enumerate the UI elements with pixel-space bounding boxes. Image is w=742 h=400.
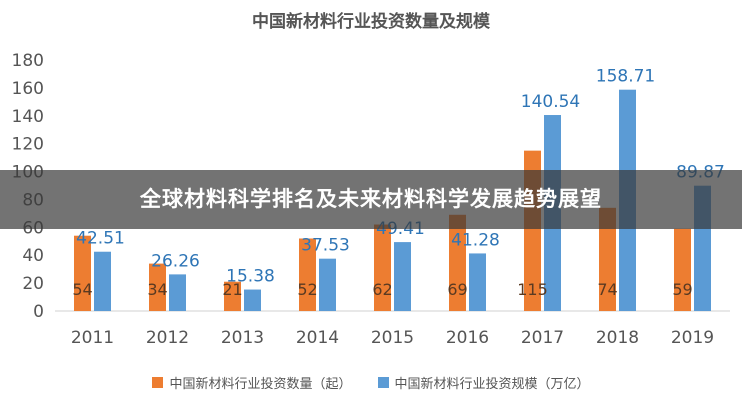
y-tick-label: 120 — [12, 135, 44, 155]
bar-count — [149, 263, 166, 311]
legend-item-scale: 中国新材料行业投资规模（万亿） — [377, 373, 590, 392]
y-tick-label: 180 — [12, 51, 44, 71]
x-tick-label: 2018 — [596, 328, 639, 348]
bar-count — [374, 224, 391, 311]
data-label-scale: 41.28 — [451, 230, 500, 250]
headline-banner: 全球材料科学排名及未来材料科学发展趋势展望 — [0, 170, 742, 229]
legend-swatch-scale — [377, 376, 389, 388]
data-label-count: 59 — [672, 280, 692, 299]
data-label-scale: 15.38 — [226, 267, 275, 287]
bar-count — [74, 235, 91, 311]
x-tick-label: 2016 — [446, 328, 489, 348]
data-label-count: 52 — [297, 280, 317, 299]
bar-scale — [94, 251, 111, 311]
data-label-count: 74 — [597, 280, 617, 299]
bar-scale — [319, 258, 336, 311]
chart-title: 中国新材料行业投资数量及规模 — [252, 12, 490, 32]
headline-text: 全球材料科学排名及未来材料科学发展趋势展望 — [140, 187, 602, 211]
x-tick-label: 2014 — [296, 328, 339, 348]
legend-label-count: 中国新材料行业投资数量（起） — [169, 376, 352, 392]
data-label-count: 69 — [447, 280, 467, 299]
legend-swatch-count — [152, 376, 164, 388]
data-label-scale: 42.51 — [76, 229, 125, 249]
data-label-scale: 158.71 — [596, 67, 655, 87]
y-tick-label: 20 — [22, 274, 44, 294]
x-tick-label: 2017 — [521, 328, 564, 348]
data-label-scale: 37.53 — [301, 236, 350, 256]
bar-scale — [394, 242, 411, 311]
y-tick-label: 140 — [12, 107, 44, 127]
legend-label-scale: 中国新材料行业投资规模（万亿） — [394, 376, 590, 392]
y-tick-label: 0 — [33, 302, 44, 322]
data-label-count: 62 — [372, 280, 392, 299]
legend: 中国新材料行业投资数量（起） 中国新材料行业投资规模（万亿） — [0, 371, 742, 393]
bar-scale — [469, 253, 486, 311]
y-tick-label: 160 — [12, 79, 44, 99]
data-label-count: 21 — [222, 280, 242, 299]
bar-count — [674, 228, 691, 311]
bar-count — [224, 281, 241, 311]
x-tick-label: 2011 — [71, 328, 114, 348]
bar-scale — [169, 274, 186, 311]
legend-item-count: 中国新材料行业投资数量（起） — [152, 373, 352, 392]
y-tick-label: 40 — [22, 246, 44, 266]
data-label-scale: 140.54 — [521, 92, 580, 112]
data-label-count: 34 — [147, 280, 167, 299]
bar-count — [599, 207, 616, 311]
data-label-count: 115 — [517, 280, 548, 299]
x-tick-label: 2019 — [671, 328, 714, 348]
bar-count — [449, 214, 466, 311]
data-label-scale: 26.26 — [151, 251, 200, 271]
x-tick-label: 2012 — [146, 328, 189, 348]
bar-scale — [244, 289, 261, 311]
bar-count — [299, 238, 316, 311]
x-tick-label: 2015 — [371, 328, 414, 348]
x-tick-label: 2013 — [221, 328, 264, 348]
data-label-count: 54 — [72, 280, 92, 299]
